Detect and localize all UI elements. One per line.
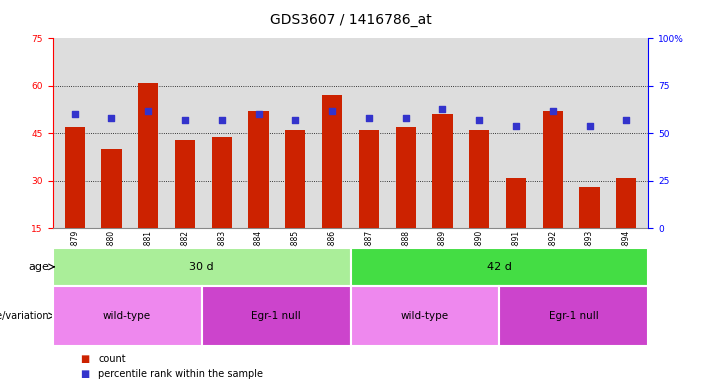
Bar bbox=[285, 130, 306, 228]
Text: 42 d: 42 d bbox=[487, 262, 512, 272]
Text: wild-type: wild-type bbox=[401, 311, 449, 321]
Text: age: age bbox=[28, 262, 49, 272]
Point bbox=[142, 108, 154, 114]
Bar bbox=[350, 286, 499, 346]
Text: ■: ■ bbox=[81, 354, 90, 364]
Bar bbox=[53, 286, 202, 346]
Bar bbox=[469, 130, 489, 228]
Bar bbox=[202, 286, 350, 346]
Point bbox=[290, 117, 301, 123]
Text: 30 d: 30 d bbox=[189, 262, 214, 272]
Bar bbox=[138, 83, 158, 228]
Text: Egr-1 null: Egr-1 null bbox=[251, 311, 301, 321]
Bar bbox=[350, 248, 648, 286]
Bar bbox=[359, 130, 379, 228]
Text: percentile rank within the sample: percentile rank within the sample bbox=[98, 369, 263, 379]
Point bbox=[437, 106, 448, 112]
Point bbox=[400, 115, 411, 121]
Point bbox=[106, 115, 117, 121]
Point bbox=[474, 117, 485, 123]
Point bbox=[179, 117, 191, 123]
Bar bbox=[64, 127, 85, 228]
Bar bbox=[499, 286, 648, 346]
Point bbox=[69, 111, 80, 118]
Point bbox=[216, 117, 227, 123]
Text: ■: ■ bbox=[81, 369, 90, 379]
Bar bbox=[212, 137, 232, 228]
Point bbox=[363, 115, 374, 121]
Point bbox=[253, 111, 264, 118]
Bar bbox=[175, 140, 195, 228]
Bar bbox=[433, 114, 453, 228]
Text: wild-type: wild-type bbox=[103, 311, 151, 321]
Text: Egr-1 null: Egr-1 null bbox=[549, 311, 599, 321]
Point bbox=[547, 108, 559, 114]
Bar bbox=[506, 178, 526, 228]
Bar bbox=[395, 127, 416, 228]
Bar bbox=[616, 178, 637, 228]
Point bbox=[584, 123, 595, 129]
Bar bbox=[322, 95, 342, 228]
Bar bbox=[580, 187, 599, 228]
Bar bbox=[53, 248, 350, 286]
Point bbox=[327, 108, 338, 114]
Text: GDS3607 / 1416786_at: GDS3607 / 1416786_at bbox=[270, 13, 431, 27]
Point bbox=[621, 117, 632, 123]
Point bbox=[510, 123, 522, 129]
Text: genotype/variation: genotype/variation bbox=[0, 311, 49, 321]
Text: count: count bbox=[98, 354, 125, 364]
Bar bbox=[102, 149, 121, 228]
Bar bbox=[248, 111, 268, 228]
Bar bbox=[543, 111, 563, 228]
